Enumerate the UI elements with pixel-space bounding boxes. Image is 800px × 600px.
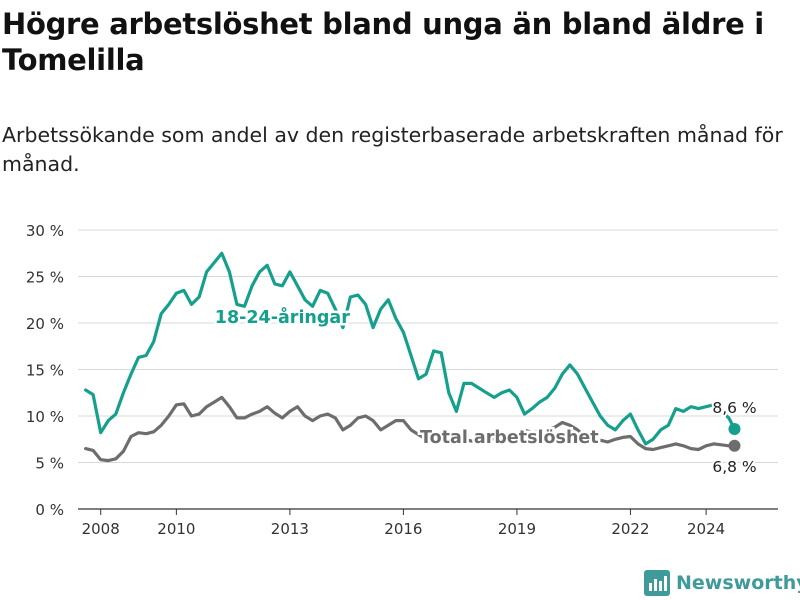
series-label-youth: 18-24-åringar xyxy=(215,306,350,328)
series-label-total: Total arbetslöshet xyxy=(420,428,599,448)
x-tick-label: 2019 xyxy=(498,520,536,538)
series-line-total xyxy=(84,395,737,463)
y-tick-label: 30 % xyxy=(26,222,64,240)
end-point-total xyxy=(728,439,741,452)
y-tick-label: 25 % xyxy=(26,269,64,287)
series-labels: 8,6 % 6,8 % 18-24-åringar Total arbetslöshe… xyxy=(212,304,758,478)
x-tick-label: 2010 xyxy=(157,520,195,538)
brand-name: Newsworthy xyxy=(676,572,800,594)
series-lines xyxy=(84,251,737,463)
y-tick-label: 5 % xyxy=(35,455,64,473)
x-tick-label: 2022 xyxy=(611,520,649,538)
x-tick-label: 2016 xyxy=(384,520,422,538)
end-point-youth xyxy=(728,423,741,436)
y-tick-label: 0 % xyxy=(35,501,64,519)
y-tick-label: 15 % xyxy=(26,362,64,380)
y-tick-label: 10 % xyxy=(26,408,64,426)
x-tick-label: 2024 xyxy=(687,520,725,538)
bar-chart-logo-icon xyxy=(644,570,670,596)
grid-lines xyxy=(78,229,778,510)
y-axis-ticks: 0 % 5 % 10 % 15 % 20 % 25 % 30 % xyxy=(26,222,64,519)
series-line-youth xyxy=(84,251,737,446)
newsworthy-brand[interactable]: Newsworthy xyxy=(644,570,800,596)
end-label-youth: 8,6 % xyxy=(712,399,756,417)
x-axis-ticks: 2008 2010 2013 2016 2019 2022 2024 xyxy=(82,509,725,538)
x-tick-label: 2013 xyxy=(271,520,309,538)
end-label-total: 6,8 % xyxy=(712,458,756,476)
x-tick-label: 2008 xyxy=(82,520,120,538)
chart-subtitle: Arbetssökande som andel av den registerb… xyxy=(2,123,783,176)
chart-title: Högre arbetslöshet bland unga än bland ä… xyxy=(2,7,764,77)
y-tick-label: 20 % xyxy=(26,315,64,333)
